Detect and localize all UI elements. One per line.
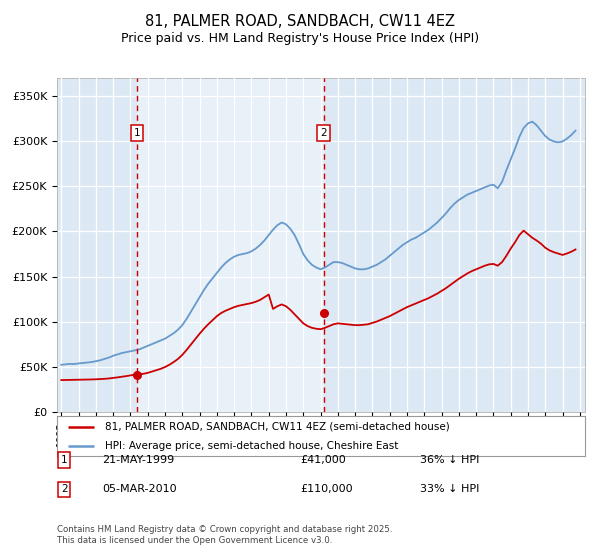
Text: 1: 1 bbox=[134, 128, 140, 138]
Text: 2: 2 bbox=[61, 484, 68, 494]
Text: 33% ↓ HPI: 33% ↓ HPI bbox=[420, 484, 479, 494]
Text: 05-MAR-2010: 05-MAR-2010 bbox=[102, 484, 176, 494]
Text: HPI: Average price, semi-detached house, Cheshire East: HPI: Average price, semi-detached house,… bbox=[104, 441, 398, 450]
Text: 2: 2 bbox=[320, 128, 327, 138]
Text: Contains HM Land Registry data © Crown copyright and database right 2025.
This d: Contains HM Land Registry data © Crown c… bbox=[57, 525, 392, 545]
Text: 21-MAY-1999: 21-MAY-1999 bbox=[102, 455, 174, 465]
Text: £110,000: £110,000 bbox=[300, 484, 353, 494]
Text: Price paid vs. HM Land Registry's House Price Index (HPI): Price paid vs. HM Land Registry's House … bbox=[121, 32, 479, 45]
Text: 81, PALMER ROAD, SANDBACH, CW11 4EZ: 81, PALMER ROAD, SANDBACH, CW11 4EZ bbox=[145, 14, 455, 29]
Text: 36% ↓ HPI: 36% ↓ HPI bbox=[420, 455, 479, 465]
Bar bbox=[137, 78, 323, 412]
Text: 81, PALMER ROAD, SANDBACH, CW11 4EZ (semi-detached house): 81, PALMER ROAD, SANDBACH, CW11 4EZ (sem… bbox=[104, 422, 449, 432]
Text: £41,000: £41,000 bbox=[300, 455, 346, 465]
Text: 1: 1 bbox=[61, 455, 68, 465]
